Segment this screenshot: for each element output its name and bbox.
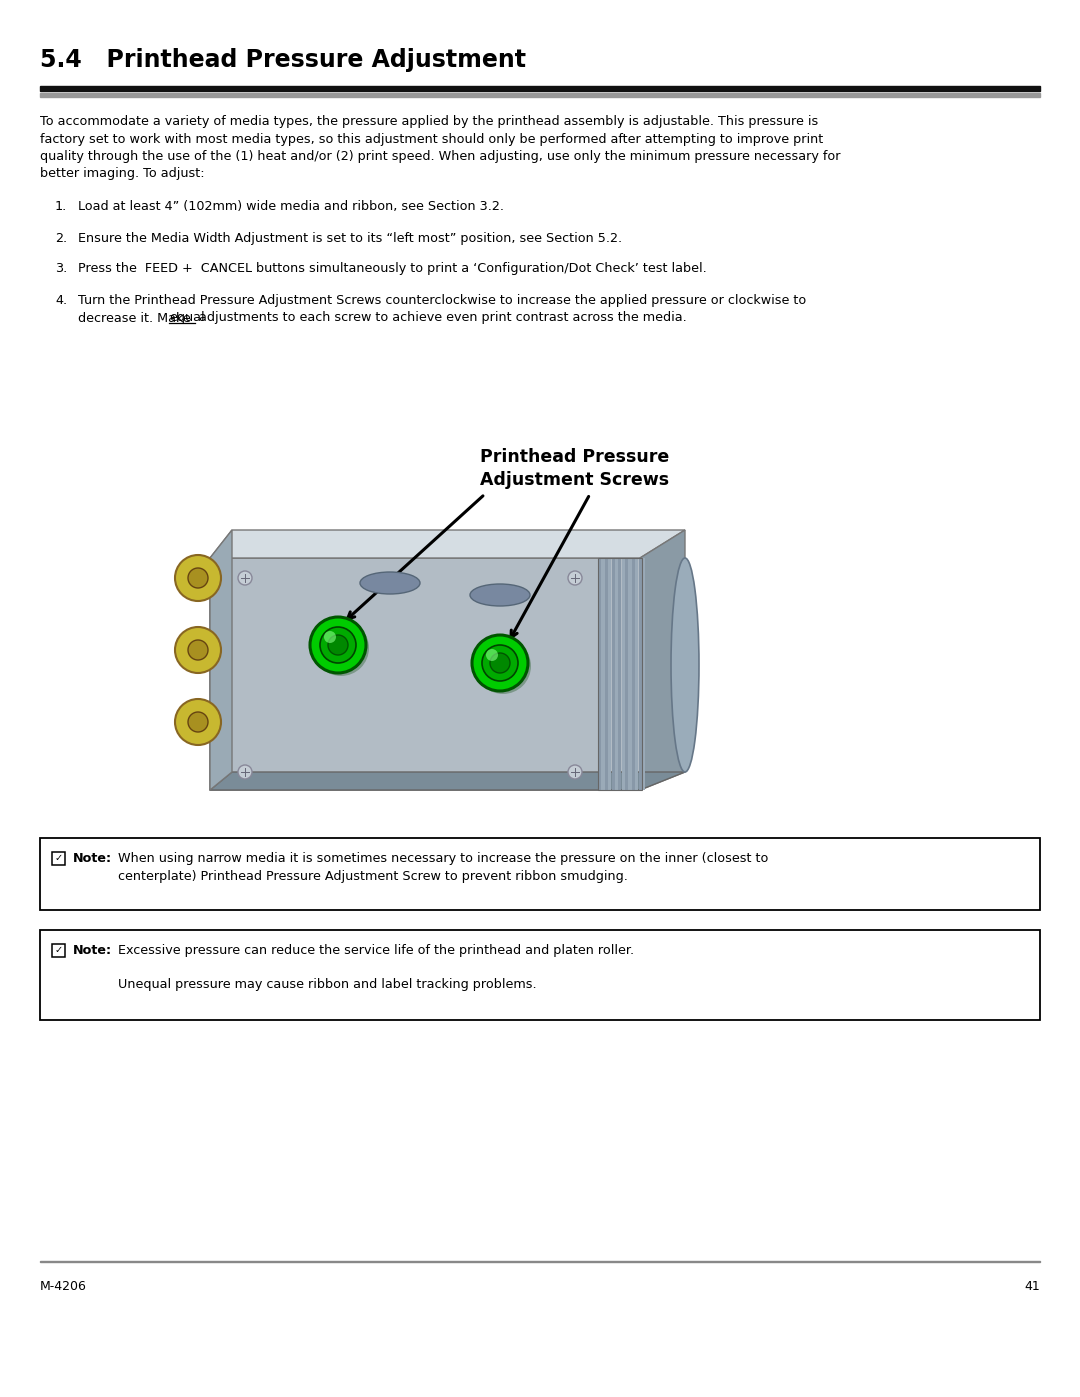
Ellipse shape (470, 584, 530, 606)
Bar (40, 94, 1040, 96)
Text: Load at least 4” (102mm) wide media and ribbon, see Section 3.2.: Load at least 4” (102mm) wide media and … (78, 200, 504, 212)
Bar (642, 557, 645, 789)
Polygon shape (640, 529, 685, 789)
Text: ✓: ✓ (54, 946, 63, 956)
Bar (608, 557, 611, 789)
Circle shape (188, 712, 208, 732)
Circle shape (472, 636, 528, 692)
Circle shape (175, 698, 221, 745)
Text: factory set to work with most media types, so this adjustment should only be per: factory set to work with most media type… (40, 133, 823, 145)
Polygon shape (210, 529, 232, 789)
Circle shape (238, 766, 252, 780)
Text: better imaging. To adjust:: better imaging. To adjust: (40, 168, 204, 180)
Text: When using narrow media it is sometimes necessary to increase the pressure on th: When using narrow media it is sometimes … (118, 852, 768, 865)
Polygon shape (210, 773, 685, 789)
Text: decrease it. Make: decrease it. Make (78, 312, 194, 324)
Text: Note:: Note: (73, 852, 112, 865)
Circle shape (568, 766, 582, 780)
Text: 3.: 3. (55, 263, 67, 275)
Bar (605, 557, 608, 789)
Bar (40, 838, 1040, 909)
Text: Note:: Note: (73, 944, 112, 957)
Circle shape (490, 652, 510, 673)
Circle shape (475, 638, 531, 694)
Circle shape (175, 555, 221, 601)
Bar (52, 944, 65, 957)
Bar (40, 930, 1040, 1020)
Polygon shape (210, 529, 685, 557)
Bar (602, 557, 605, 789)
Bar (598, 557, 602, 789)
Circle shape (324, 631, 336, 643)
Text: 41: 41 (1024, 1280, 1040, 1294)
Text: equal: equal (168, 312, 204, 324)
Bar (40, 1260, 1040, 1261)
Bar (611, 557, 615, 789)
Text: 1.: 1. (55, 200, 67, 212)
Text: Press the  FEED +  CANCEL buttons simultaneously to print a ‘Configuration/Dot C: Press the FEED + CANCEL buttons simultan… (78, 263, 706, 275)
Circle shape (175, 627, 221, 673)
Circle shape (188, 640, 208, 659)
Bar (619, 557, 621, 789)
Bar (615, 557, 618, 789)
Circle shape (310, 617, 366, 673)
Circle shape (482, 645, 518, 680)
Bar (638, 557, 642, 789)
Text: ✓: ✓ (54, 854, 63, 863)
Bar (622, 557, 625, 789)
Ellipse shape (671, 557, 699, 773)
Circle shape (486, 650, 498, 661)
Text: To accommodate a variety of media types, the pressure applied by the printhead a: To accommodate a variety of media types,… (40, 115, 819, 129)
Text: 4.: 4. (55, 293, 67, 307)
Circle shape (313, 620, 369, 676)
Text: adjustments to each screw to achieve even print contrast across the media.: adjustments to each screw to achieve eve… (195, 312, 687, 324)
Circle shape (320, 627, 356, 664)
Polygon shape (210, 557, 640, 789)
Circle shape (238, 571, 252, 585)
Ellipse shape (360, 571, 420, 594)
Bar (52, 852, 65, 865)
Bar (40, 85, 1040, 91)
Circle shape (328, 636, 348, 655)
Text: 2.: 2. (55, 232, 67, 244)
Text: M-4206: M-4206 (40, 1280, 86, 1294)
Circle shape (568, 571, 582, 585)
Text: 5.4   Printhead Pressure Adjustment: 5.4 Printhead Pressure Adjustment (40, 47, 526, 73)
Text: Excessive pressure can reduce the service life of the printhead and platen rolle: Excessive pressure can reduce the servic… (118, 944, 634, 957)
Text: quality through the use of the (1) heat and/or (2) print speed. When adjusting, : quality through the use of the (1) heat … (40, 149, 840, 163)
Text: Turn the Printhead Pressure Adjustment Screws counterclockwise to increase the a: Turn the Printhead Pressure Adjustment S… (78, 293, 807, 307)
Bar (625, 557, 629, 789)
Text: centerplate) Printhead Pressure Adjustment Screw to prevent ribbon smudging.: centerplate) Printhead Pressure Adjustme… (118, 870, 627, 883)
Bar (629, 557, 632, 789)
Text: Printhead Pressure
Adjustment Screws: Printhead Pressure Adjustment Screws (481, 448, 670, 489)
Circle shape (188, 569, 208, 588)
Bar (632, 557, 635, 789)
Text: Ensure the Media Width Adjustment is set to its “left most” position, see Sectio: Ensure the Media Width Adjustment is set… (78, 232, 622, 244)
Bar (635, 557, 638, 789)
Text: Unequal pressure may cause ribbon and label tracking problems.: Unequal pressure may cause ribbon and la… (118, 978, 537, 990)
Bar (598, 557, 642, 789)
